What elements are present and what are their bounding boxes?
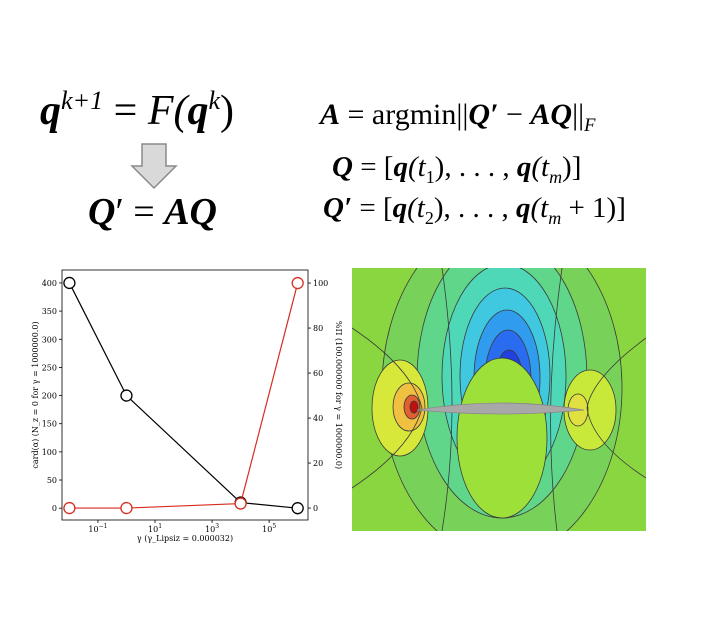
y-tick-label: 200 (42, 392, 57, 401)
data-point (234, 497, 247, 510)
x-tick-base: 10 (88, 525, 98, 534)
x-tick-label: 101 (148, 523, 162, 534)
eq-token: = [ (352, 192, 393, 224)
eq-token: q (392, 192, 408, 224)
eq-token: q (393, 151, 408, 183)
eq-token: )] (562, 151, 582, 183)
y2-tick-label: 20 (313, 459, 323, 468)
equation: Q′ = AQ (88, 190, 217, 234)
y2-tick-label: 40 (313, 414, 323, 423)
eq-token: || (572, 98, 585, 131)
y-tick-label: 350 (42, 307, 57, 316)
equation: qk+1 = F(qk) (40, 86, 234, 135)
series-line (68, 282, 298, 509)
eq-token: q (516, 151, 532, 183)
eq-token: 2 (424, 207, 434, 228)
chart: γ (γ_Lipsiz = 0.000032) card(α) (N_z = 0… (31, 269, 343, 543)
eq-token: A (320, 98, 341, 131)
eq-token: ′ (115, 191, 124, 233)
eq-token: m (549, 166, 563, 187)
eq-token: k+1 (61, 86, 104, 115)
eq-token: = [ (352, 151, 394, 183)
equation: Q = [q(t1), . . . , q(tm)] (332, 151, 581, 188)
x-tick-exponent: 5 (272, 523, 276, 530)
y-tick-label: 150 (42, 420, 57, 429)
eq-token: Q (88, 191, 116, 233)
equation: A = argmin||Q′ − AQ||F (320, 98, 595, 137)
eq-token: Q′ (468, 98, 499, 131)
eq-token: (t (407, 151, 426, 183)
data-point (120, 389, 133, 402)
y-tick-label: 400 (42, 279, 57, 288)
eq-token: AQ (530, 98, 573, 131)
down-arrow (130, 143, 178, 190)
eq-token: ) (220, 88, 235, 134)
y-axis-label: card(α) (N_z = 0 for γ = 1000000.0) (31, 321, 40, 468)
y2-tick-label: 0 (313, 504, 318, 513)
eq-token: k (208, 86, 221, 115)
y-tick-label: 0 (52, 504, 57, 513)
eq-token: ), . . . , (434, 151, 517, 183)
y-tick-label: 300 (42, 335, 57, 344)
data-point (120, 501, 133, 515)
eq-token: F (584, 115, 596, 136)
y-tick-label: 100 (42, 448, 57, 457)
data-point (291, 276, 304, 290)
y2-tick-label: 60 (313, 369, 323, 378)
series-line (69, 282, 299, 509)
eq-token: q (187, 88, 209, 134)
eq-token: 1 (425, 166, 435, 187)
eq-token: (t (531, 151, 550, 183)
x-tick-exponent: −1 (99, 523, 108, 530)
eq-token: = argmin|| (347, 98, 469, 131)
x-tick-label: 103 (205, 523, 219, 534)
data-point (63, 276, 76, 290)
x-tick-base: 10 (262, 525, 272, 534)
x-tick-label: 10−1 (88, 523, 107, 534)
y2-tick-label: 100 (313, 279, 328, 288)
eq-token: ), . . . , (433, 192, 516, 224)
eq-token: F( (147, 88, 188, 134)
eq-token: Q (332, 151, 353, 183)
eq-token: = (113, 88, 138, 134)
equation: Q′ = [q(t2), . . . , q(tm + 1)] (323, 192, 626, 229)
x-tick-label: 105 (262, 523, 276, 534)
eq-token: = (133, 191, 155, 233)
eq-token: q (40, 88, 61, 134)
y-tick-label: 50 (47, 476, 57, 485)
eq-token: (t (530, 192, 549, 224)
x-tick-base: 10 (148, 525, 158, 534)
eq-token: m (548, 207, 562, 228)
x-tick-exponent: 1 (158, 523, 162, 530)
y-tick-label: 250 (42, 363, 57, 372)
eq-token: − (506, 98, 523, 131)
y2-axis-label: %Π (100.000000 for γ = 1000000.0) (334, 321, 343, 469)
eq-token: + 1)] (561, 192, 626, 224)
eq-token: Q′ (323, 192, 353, 224)
data-point (291, 502, 304, 515)
x-axis-label: γ (γ_Lipsiz = 0.000032) (137, 534, 233, 543)
eq-token: (t (407, 192, 425, 224)
data-point (63, 501, 76, 515)
eq-token: AQ (164, 191, 217, 233)
x-tick-exponent: 3 (215, 523, 219, 530)
y2-tick-label: 80 (313, 324, 323, 333)
eq-token: q (516, 192, 531, 224)
contour-field (352, 268, 646, 531)
plot-frame (61, 269, 309, 521)
x-tick-base: 10 (205, 525, 215, 534)
